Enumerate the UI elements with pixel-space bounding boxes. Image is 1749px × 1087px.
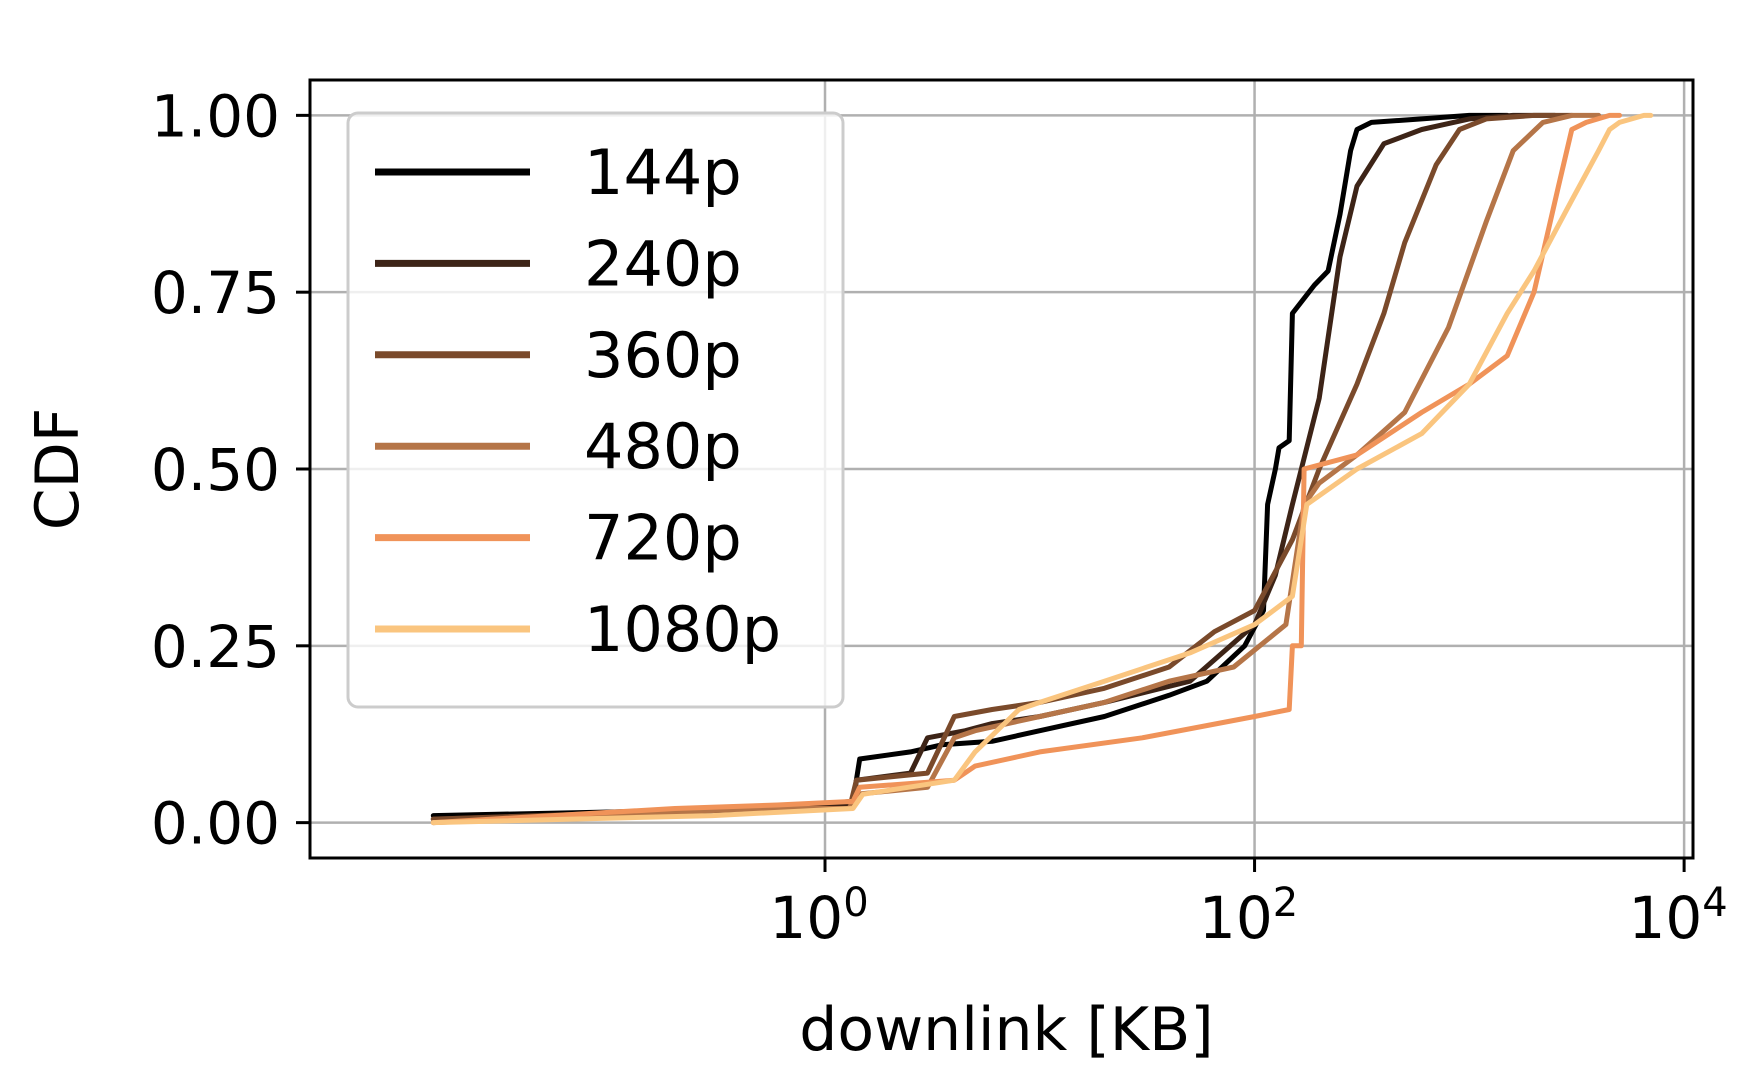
series-line-1080p bbox=[430, 112, 1654, 826]
series-lines bbox=[430, 112, 1654, 826]
legend-label: 144p bbox=[584, 136, 742, 209]
legend-item-240p[interactable]: 240p bbox=[375, 227, 742, 300]
axis-ticks: 0.00 0.25 0.50 0.75 1.00 100 102 104 bbox=[151, 82, 1728, 952]
series-line-360p bbox=[430, 112, 1575, 822]
legend-label: 1080p bbox=[584, 593, 781, 666]
y-axis-label: CDF bbox=[23, 408, 93, 531]
x-tick-label: 100 bbox=[769, 880, 868, 952]
x-axis-label: downlink [KB] bbox=[799, 995, 1213, 1065]
x-tick-label: 102 bbox=[1199, 880, 1298, 952]
series-line-720p bbox=[430, 112, 1622, 826]
legend-item-144p[interactable]: 144p bbox=[375, 136, 742, 209]
series-line-144p bbox=[430, 112, 1510, 819]
y-tick-label: 1.00 bbox=[151, 82, 280, 150]
legend-label: 360p bbox=[584, 319, 742, 392]
y-tick-label: 0.75 bbox=[151, 259, 280, 327]
legend-item-720p[interactable]: 720p bbox=[375, 502, 742, 575]
legend-label: 720p bbox=[584, 502, 742, 575]
legend-item-360p[interactable]: 360p bbox=[375, 319, 742, 392]
legend-label: 240p bbox=[584, 227, 742, 300]
legend-item-480p[interactable]: 480p bbox=[375, 410, 742, 483]
legend[interactable]: 144p 240p 360p 480p 720p 1080p bbox=[346, 111, 845, 709]
legend-item-1080p[interactable]: 1080p bbox=[375, 593, 781, 666]
y-tick-label: 0.50 bbox=[151, 436, 280, 504]
legend-label: 480p bbox=[584, 410, 742, 483]
y-tick-label: 0.00 bbox=[151, 790, 280, 858]
y-tick-label: 0.25 bbox=[151, 613, 280, 681]
x-tick-label: 104 bbox=[1628, 880, 1727, 952]
